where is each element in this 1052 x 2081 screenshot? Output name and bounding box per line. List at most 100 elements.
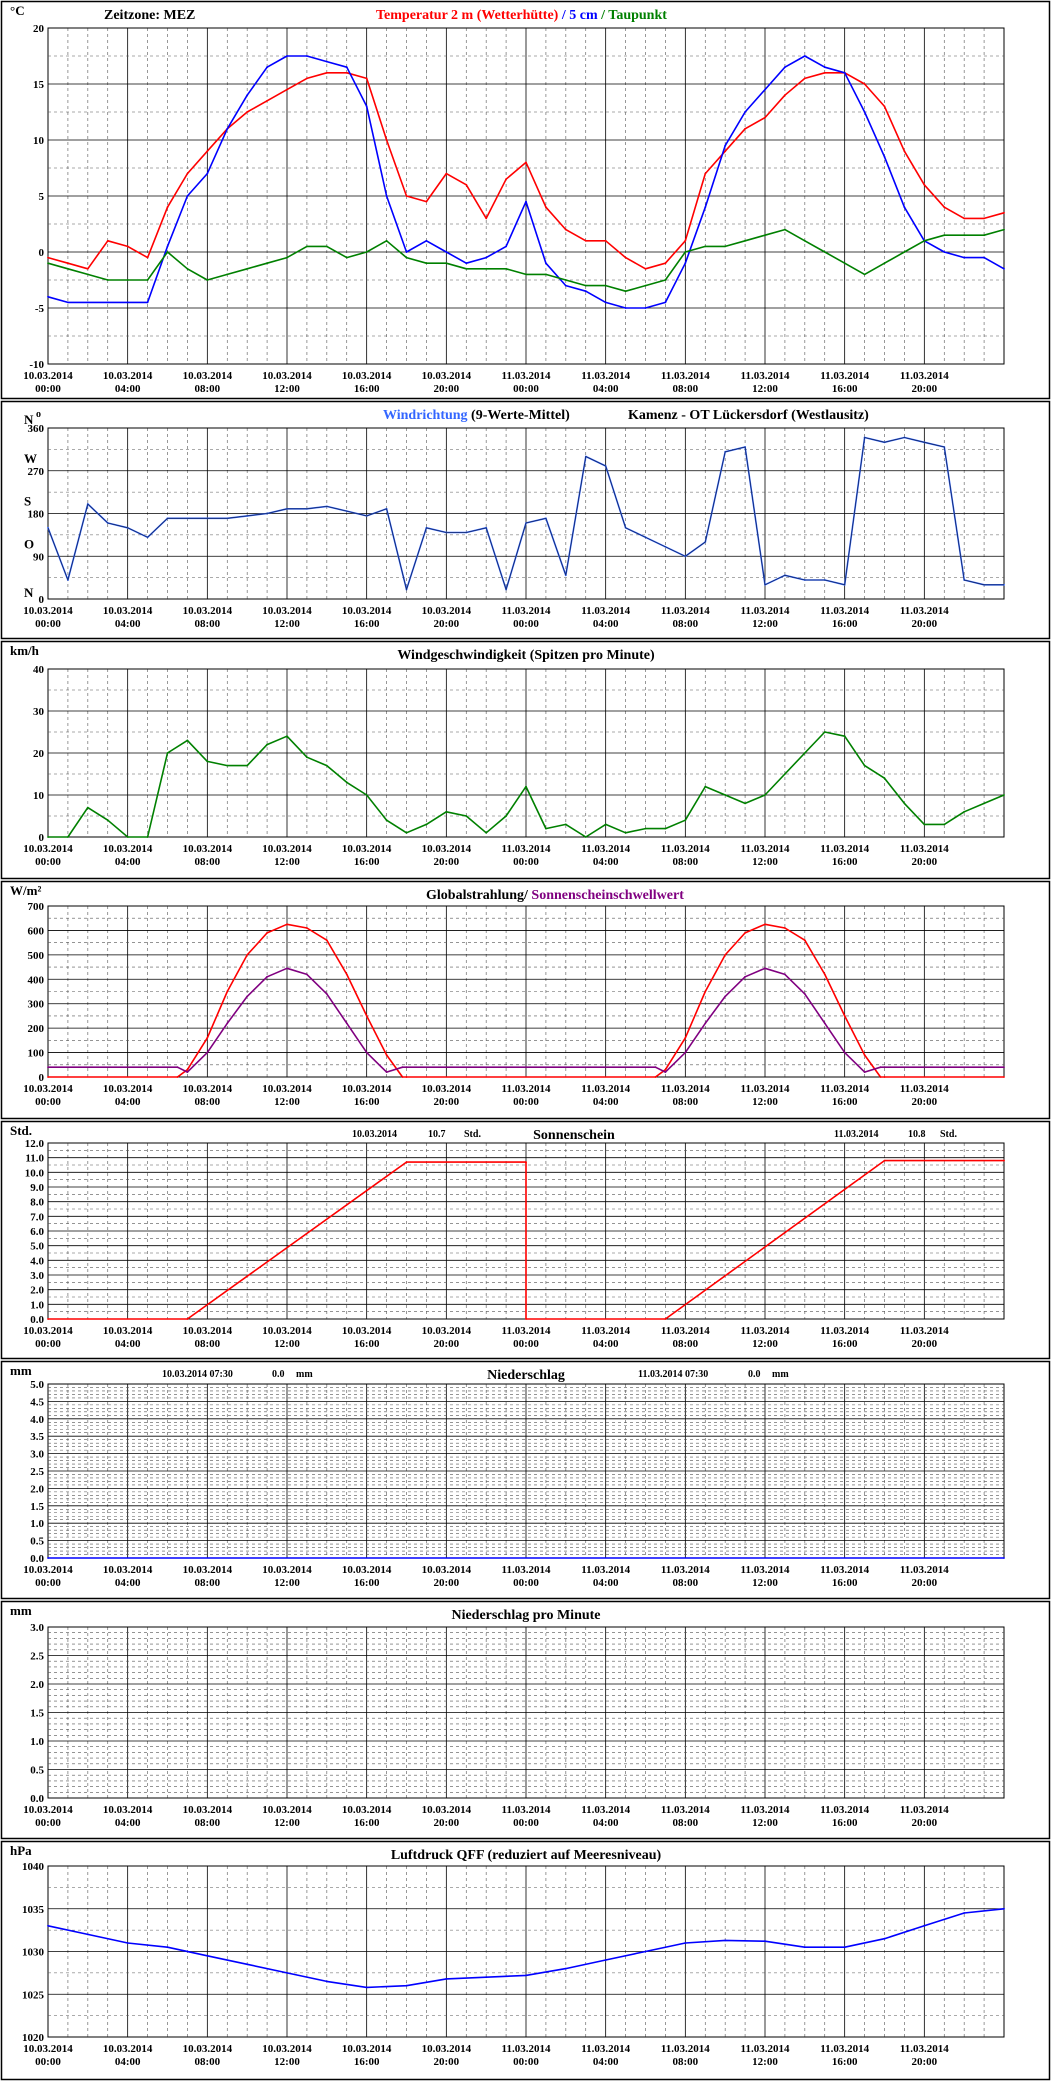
x-tick-date: 10.03.2014 bbox=[23, 1083, 73, 1095]
data-point bbox=[704, 1022, 707, 1025]
data-point bbox=[983, 256, 985, 259]
data-point bbox=[365, 251, 368, 253]
data-point bbox=[604, 1959, 607, 1961]
data-point bbox=[923, 239, 926, 242]
data-point bbox=[325, 60, 328, 63]
data-point bbox=[86, 1933, 89, 1936]
y-tick-label: 40 bbox=[33, 664, 45, 676]
data-point bbox=[764, 967, 766, 970]
wind-speed-title: Windgeschwindigkeit (Spitzen pro Minute) bbox=[397, 648, 655, 663]
x-tick-date: 10.03.2014 bbox=[23, 1804, 73, 1816]
data-point bbox=[186, 172, 189, 175]
data-point bbox=[784, 973, 786, 976]
x-tick-time: 12:00 bbox=[274, 1096, 300, 1108]
y-tick-label: 2.5 bbox=[30, 1466, 44, 1478]
x-tick-date: 10.03.2014 bbox=[103, 2043, 153, 2055]
data-point bbox=[345, 1022, 348, 1025]
data-point bbox=[166, 752, 169, 754]
x-tick-time: 20:00 bbox=[433, 856, 459, 868]
x-tick-date: 10.03.2014 bbox=[183, 605, 233, 617]
x-tick-date: 10.03.2014 bbox=[422, 1804, 472, 1816]
data-point bbox=[1003, 1557, 1005, 1559]
data-point bbox=[724, 995, 727, 998]
data-point bbox=[803, 993, 806, 995]
data-point bbox=[983, 217, 985, 220]
data-point bbox=[325, 993, 328, 995]
data-point bbox=[405, 1984, 408, 1987]
y-tick-label: 0 bbox=[39, 594, 45, 606]
data-point bbox=[445, 251, 448, 253]
total-value: 0.0 bbox=[748, 1369, 761, 1380]
x-tick-time: 20:00 bbox=[433, 1577, 459, 1589]
x-tick-time: 00:00 bbox=[35, 856, 61, 868]
data-point bbox=[883, 777, 886, 780]
data-point bbox=[266, 66, 268, 69]
x-tick-time: 04:00 bbox=[593, 856, 619, 868]
data-point bbox=[863, 83, 866, 85]
data-point bbox=[166, 1946, 169, 1949]
x-tick-time: 04:00 bbox=[115, 1096, 141, 1108]
data-point bbox=[206, 150, 209, 153]
x-tick-date: 11.03.2014 bbox=[502, 2043, 551, 2055]
x-tick-date: 10.03.2014 bbox=[183, 370, 233, 382]
temperature-panel: -10 -5 0 5 10 15 20 °C Zeitzone: MEZ Temperatur 2… bbox=[0, 0, 1051, 400]
data-point bbox=[405, 195, 408, 197]
data-point bbox=[764, 794, 766, 796]
y-tick-label: 10.0 bbox=[25, 1167, 45, 1179]
x-tick-time: 08:00 bbox=[194, 383, 220, 395]
data-point bbox=[286, 256, 288, 259]
x-tick-date: 11.03.2014 bbox=[820, 2043, 869, 2055]
x-tick-date: 11.03.2014 bbox=[661, 370, 710, 382]
data-point bbox=[385, 139, 388, 141]
data-point bbox=[584, 239, 587, 242]
data-point bbox=[704, 990, 707, 993]
data-point bbox=[325, 245, 328, 248]
data-point bbox=[186, 1318, 189, 1320]
data-point bbox=[325, 1980, 328, 1983]
data-point bbox=[923, 1924, 926, 1927]
data-point bbox=[983, 234, 985, 237]
data-point bbox=[47, 295, 49, 298]
x-tick-time: 20:00 bbox=[433, 2056, 459, 2068]
data-point bbox=[405, 1066, 408, 1069]
x-tick-time: 16:00 bbox=[354, 1577, 380, 1589]
y-tick-label: 3.0 bbox=[30, 1449, 44, 1461]
x-tick-date: 11.03.2014 bbox=[502, 1325, 551, 1337]
separator: / bbox=[598, 8, 609, 23]
data-point bbox=[1003, 794, 1005, 796]
data-point bbox=[206, 1051, 209, 1054]
x-tick-time: 00:00 bbox=[513, 1817, 539, 1829]
y-tick-label: 1025 bbox=[22, 1989, 45, 2001]
x-tick-time: 04:00 bbox=[593, 2056, 619, 2068]
data-point bbox=[86, 267, 89, 270]
data-point bbox=[246, 764, 249, 767]
x-tick-time: 08:00 bbox=[672, 1096, 698, 1108]
total-value: 10.8 bbox=[908, 1129, 926, 1140]
x-tick-date: 11.03.2014 bbox=[741, 1804, 790, 1816]
y-tick-label: 1.5 bbox=[30, 1501, 44, 1513]
data-point bbox=[325, 764, 328, 767]
data-point bbox=[226, 127, 229, 130]
x-tick-time: 16:00 bbox=[832, 1577, 858, 1589]
data-point bbox=[764, 234, 766, 237]
y-tick-label: 2.0 bbox=[30, 1679, 44, 1691]
x-tick-date: 11.03.2014 bbox=[581, 1325, 630, 1337]
x-tick-date: 10.03.2014 bbox=[23, 1564, 73, 1576]
data-point bbox=[345, 256, 348, 259]
data-point bbox=[963, 234, 966, 237]
x-tick-time: 16:00 bbox=[832, 383, 858, 395]
x-tick-time: 04:00 bbox=[593, 1338, 619, 1350]
data-point bbox=[445, 1978, 448, 1980]
x-tick-date: 11.03.2014 bbox=[741, 843, 790, 855]
data-point bbox=[206, 1037, 209, 1039]
data-point bbox=[724, 150, 727, 153]
data-point bbox=[106, 301, 109, 304]
x-tick-date: 11.03.2014 bbox=[661, 1325, 710, 1337]
x-tick-date: 11.03.2014 bbox=[502, 1083, 551, 1095]
data-point bbox=[1003, 267, 1005, 270]
total-date: 10.03.2014 bbox=[352, 1129, 397, 1140]
data-point bbox=[943, 823, 946, 826]
data-point bbox=[724, 144, 727, 147]
x-tick-date: 11.03.2014 bbox=[900, 370, 949, 382]
data-point bbox=[266, 932, 268, 934]
